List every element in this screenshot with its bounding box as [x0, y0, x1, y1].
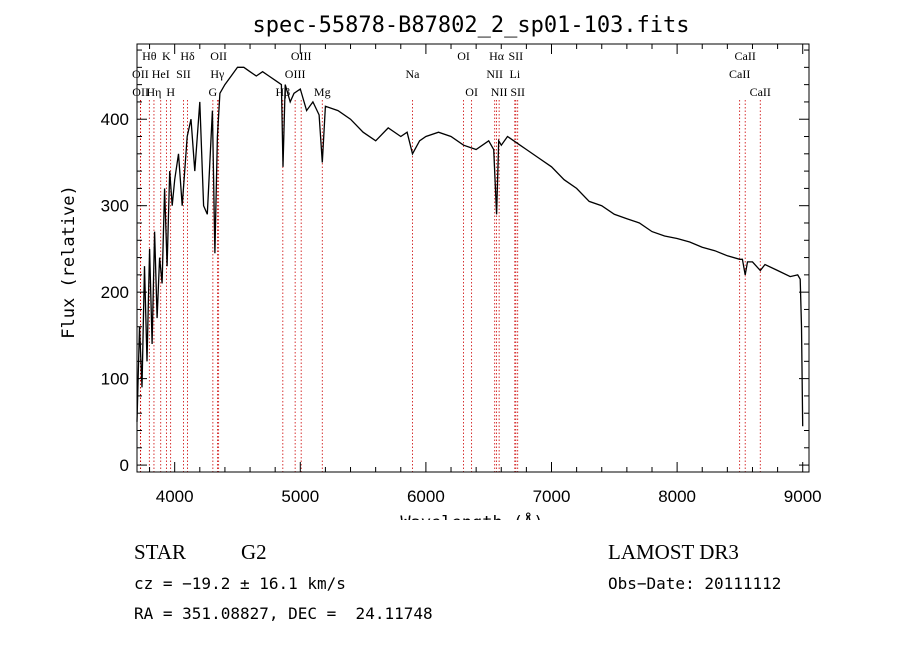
marker-label: Hδ [180, 49, 195, 63]
y-axis-label: Flux (relative) [59, 185, 79, 339]
y-tick-label: 400 [101, 110, 129, 129]
x-tick-label: 9000 [784, 487, 822, 506]
spectrum-line [136, 66, 804, 427]
y-tick-label: 0 [120, 456, 129, 475]
survey-name: LAMOST DR3 [608, 540, 739, 564]
marker-label: NII [491, 85, 508, 99]
spectrum-chart: spec-55878-B87802_2_sp01-103.fits Hθ OII O… [59, 13, 822, 520]
marker-label: CaII [735, 49, 756, 63]
x-tick-label: 7000 [533, 487, 571, 506]
redshift-text: cz = −19.2 ± 16.1 km/s [134, 574, 346, 593]
marker-label: OII [132, 67, 149, 81]
y-tick-label: 300 [101, 197, 129, 216]
marker-label: CaII [750, 85, 771, 99]
chart-title: spec-55878-B87802_2_sp01-103.fits [252, 13, 689, 38]
marker-label: OI [465, 85, 478, 99]
marker-label: OIII [285, 67, 306, 81]
marker-label: SII [176, 67, 191, 81]
marker-label: Hα [489, 49, 505, 63]
marker-label: OII [132, 85, 149, 99]
x-tick-label: 8000 [658, 487, 696, 506]
marker-label: Hθ [142, 49, 157, 63]
marker-label: Li [509, 67, 520, 81]
x-axis-ticks: 4000 5000 6000 7000 8000 9000 [149, 44, 822, 506]
x-axis-label: Wavelength (Å) [400, 511, 543, 520]
marker-label: SII [510, 85, 525, 99]
marker-label: NII [486, 67, 503, 81]
object-subclass: G2 [241, 540, 267, 564]
marker-label: H [166, 85, 175, 99]
marker-label: Mg [314, 85, 331, 99]
marker-label: OII [210, 49, 227, 63]
marker-label: Hη [146, 85, 161, 99]
marker-label: G [209, 85, 218, 99]
marker-label: Hγ [210, 67, 225, 81]
marker-label: Na [405, 67, 420, 81]
y-tick-label: 200 [101, 283, 129, 302]
marker-label: OIII [291, 49, 312, 63]
object-class: STAR [134, 540, 186, 564]
y-tick-label: 100 [101, 370, 129, 389]
marker-label: CaII [729, 67, 750, 81]
plot-frame [136, 43, 810, 473]
marker-label: HeI [152, 67, 170, 81]
obs-date-text: Obs−Date: 20111112 [608, 574, 782, 593]
x-tick-label: 6000 [407, 487, 445, 506]
x-tick-label: 5000 [281, 487, 319, 506]
marker-label: SII [508, 49, 523, 63]
radec-text: RA = 351.08827, DEC = 24.11748 [134, 604, 433, 623]
y-axis-ticks: 0 100 200 300 400 [101, 49, 809, 475]
marker-label: K [162, 49, 171, 63]
x-tick-label: 4000 [156, 487, 194, 506]
marker-label: OI [457, 49, 470, 63]
